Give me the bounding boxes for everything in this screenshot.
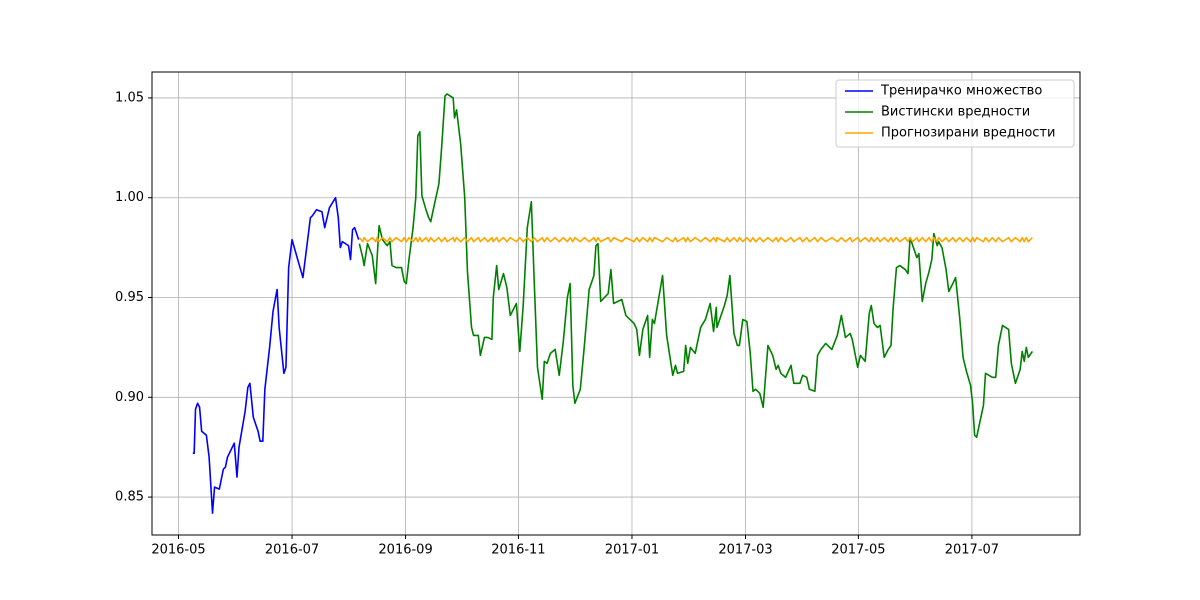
legend-label: Вистински вредности [881,105,1030,120]
x-tick-label: 2017-05 [831,543,885,558]
grid-layer [152,72,1080,535]
legend-box [835,79,1075,148]
axes-frame [151,71,1081,536]
x-tick-label: 2016-05 [151,543,205,558]
series-line [358,236,1033,243]
tick-layer: 0.85 0.90 0.95 1.00 1.05 2016-05 2016-07 2016-0… [115,90,999,557]
series-line [358,93,1034,439]
x-tick-label: 2016-09 [378,543,432,558]
legend-label: Прогнозирани вредности [881,126,1055,141]
x-tick-label: 2016-07 [265,543,319,558]
legend-label: Тренирачко множество [880,84,1042,99]
x-tick-label: 2017-07 [945,543,999,558]
x-tick-label: 2017-01 [605,543,659,558]
y-tick-label: 0.85 [115,490,144,505]
series-line [192,196,360,514]
x-tick-label: 2016-11 [491,543,545,558]
y-tick-label: 1.00 [115,190,144,205]
y-tick-label: 0.95 [115,290,144,305]
legend: Тренирачко множество Вистински вредности П… [835,79,1075,148]
line-layer [192,93,1034,514]
x-tick-label: 2017-03 [718,543,772,558]
y-tick-label: 0.90 [115,390,144,405]
y-tick-label: 1.05 [115,90,144,105]
